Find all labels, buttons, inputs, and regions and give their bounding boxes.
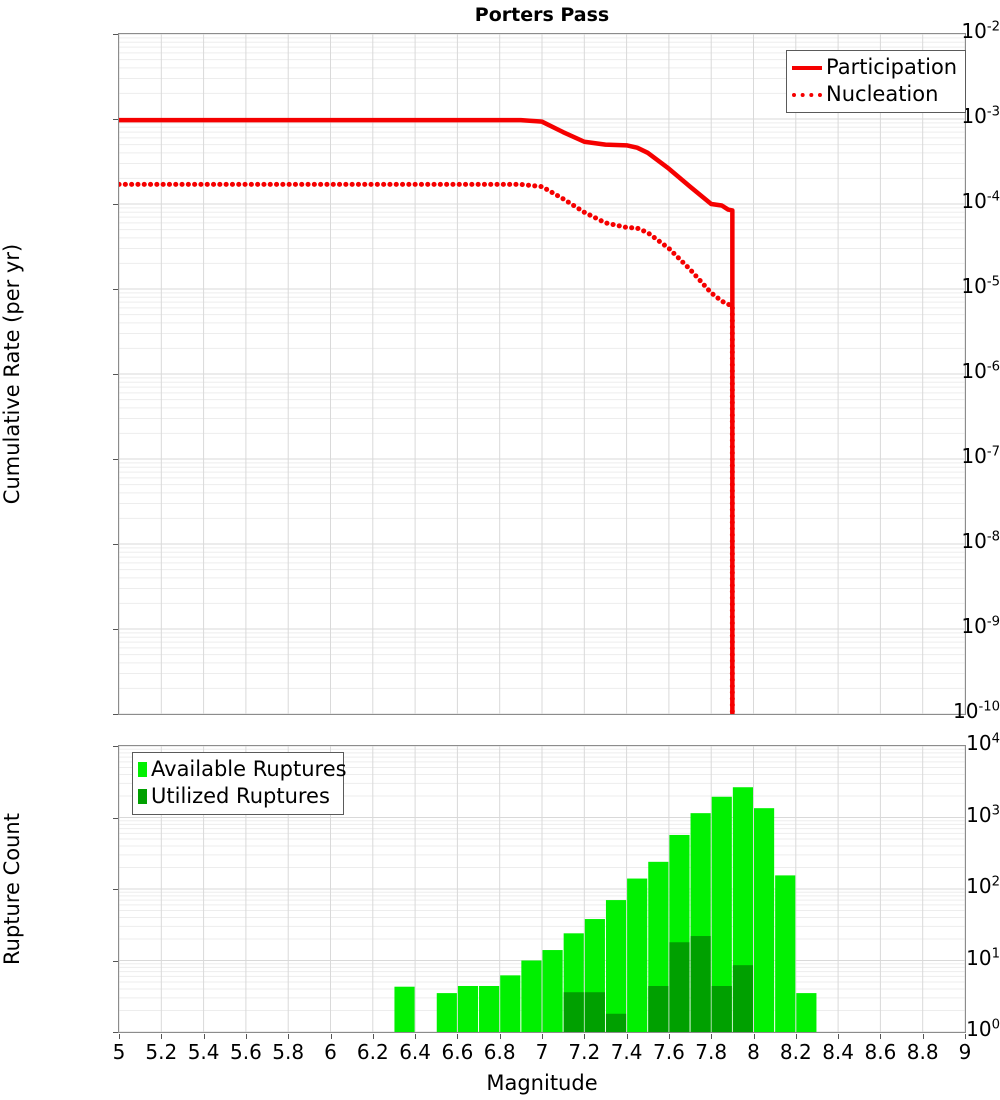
bar-utilized-ruptures [669, 942, 689, 1032]
curve-participation [119, 120, 732, 714]
bottom-panel-y-tickmark [113, 961, 118, 962]
bar-available-ruptures [754, 808, 774, 1032]
top-panel-y-tickmark [113, 544, 118, 545]
x-tickmark [204, 1034, 205, 1039]
bottom-panel-y-tickmark [113, 889, 118, 890]
x-tickmark [584, 1034, 585, 1039]
top-panel-y-tick-label: 10-7 [890, 444, 1000, 468]
x-tickmark [542, 1034, 543, 1039]
bar-available-ruptures [775, 875, 795, 1032]
bar-utilized-ruptures [712, 986, 732, 1032]
bottom-panel-y-tick-label: 100 [890, 1017, 1000, 1041]
top-panel-plot-area [118, 33, 966, 715]
legend-row-nucleation[interactable]: Nucleation [792, 81, 959, 108]
x-tickmark [415, 1034, 416, 1039]
x-tickmark [838, 1034, 839, 1039]
top-panel-svg [119, 34, 965, 714]
top-panel-y-tick-label: 10-10 [890, 699, 1000, 723]
bottom-panel-x-axis-label: Magnitude [118, 1071, 966, 1095]
x-tickmark [923, 1034, 924, 1039]
bar-available-ruptures [796, 993, 816, 1032]
bar-utilized-ruptures [691, 936, 711, 1032]
bar-available-ruptures [437, 993, 457, 1032]
top-panel-legend: Participation Nucleation [786, 50, 966, 113]
x-tickmark [457, 1034, 458, 1039]
bottom-panel-y-tickmark [113, 818, 118, 819]
bottom-panel-y-tick-label: 103 [890, 803, 1000, 827]
bar-available-ruptures [500, 975, 520, 1032]
x-tickmark [880, 1034, 881, 1039]
figure-canvas: Porters Pass Cumulative Rate (per yr) 10… [0, 0, 1000, 1100]
bar-available-ruptures [627, 879, 647, 1032]
bottom-panel-y-axis-label: Rupture Count [0, 813, 24, 965]
top-panel-y-tickmark [113, 629, 118, 630]
top-panel-y-tickmark [113, 289, 118, 290]
figure-title: Porters Pass [118, 4, 966, 26]
bar-utilized-ruptures [564, 992, 584, 1032]
x-tickmark [711, 1034, 712, 1039]
x-tickmark [500, 1034, 501, 1039]
x-tickmark [754, 1034, 755, 1039]
x-tickmark [796, 1034, 797, 1039]
legend-label: Utilized Ruptures [151, 786, 330, 807]
bar-available-ruptures [479, 986, 499, 1032]
x-tickmark [119, 1034, 120, 1039]
x-tickmark [288, 1034, 289, 1039]
top-panel-y-tick-label: 10-2 [890, 19, 1000, 43]
x-tick-label: 9 [925, 1040, 1000, 1064]
x-tickmark [331, 1034, 332, 1039]
bar-available-ruptures [458, 986, 478, 1032]
top-panel-y-tickmark [113, 119, 118, 120]
bar-available-ruptures [394, 987, 414, 1032]
top-panel-y-tick-label: 10-8 [890, 529, 1000, 553]
bar-utilized-ruptures [606, 1014, 626, 1032]
bottom-panel-y-tick-label: 102 [890, 874, 1000, 898]
bar-available-ruptures [543, 950, 563, 1032]
top-panel-y-tick-label: 10-6 [890, 359, 1000, 383]
top-panel-y-tickmark [113, 204, 118, 205]
top-panel-y-tickmark [113, 714, 118, 715]
bottom-panel-legend: Available Ruptures Utilized Ruptures [132, 752, 344, 815]
legend-label: Available Ruptures [151, 759, 347, 780]
bar-utilized-ruptures [585, 992, 605, 1032]
legend-row-participation[interactable]: Participation [792, 54, 959, 81]
color-swatch-icon [138, 789, 147, 804]
top-panel-y-tickmark [113, 459, 118, 460]
x-tickmark [161, 1034, 162, 1039]
bar-utilized-ruptures [648, 986, 668, 1032]
x-tickmark [373, 1034, 374, 1039]
bar-available-ruptures [606, 900, 626, 1032]
bar-available-ruptures [521, 961, 541, 1033]
bar-utilized-ruptures [733, 965, 753, 1032]
top-panel-y-tick-label: 10-5 [890, 274, 1000, 298]
x-tickmark [669, 1034, 670, 1039]
top-panel-y-tick-label: 10-4 [890, 189, 1000, 213]
x-tickmark [627, 1034, 628, 1039]
top-panel-y-axis-label: Cumulative Rate (per yr) [0, 244, 24, 504]
bottom-panel-y-tickmark [113, 1032, 118, 1033]
bottom-panel-y-tick-label: 101 [890, 946, 1000, 970]
top-panel-y-tickmark [113, 374, 118, 375]
x-tickmark [246, 1034, 247, 1039]
bottom-panel-y-tickmark [113, 746, 118, 747]
x-tickmark [965, 1034, 966, 1039]
dotted-line-swatch-icon [792, 93, 822, 97]
bottom-panel-y-tick-label: 104 [890, 731, 1000, 755]
color-swatch-icon [138, 762, 147, 777]
solid-line-swatch-icon [792, 66, 822, 70]
legend-row-utilized-ruptures[interactable]: Utilized Ruptures [138, 783, 337, 810]
legend-row-available-ruptures[interactable]: Available Ruptures [138, 756, 337, 783]
legend-label: Participation [826, 57, 957, 78]
top-panel-y-tickmark [113, 34, 118, 35]
legend-label: Nucleation [826, 84, 938, 105]
top-panel-y-tick-label: 10-9 [890, 614, 1000, 638]
